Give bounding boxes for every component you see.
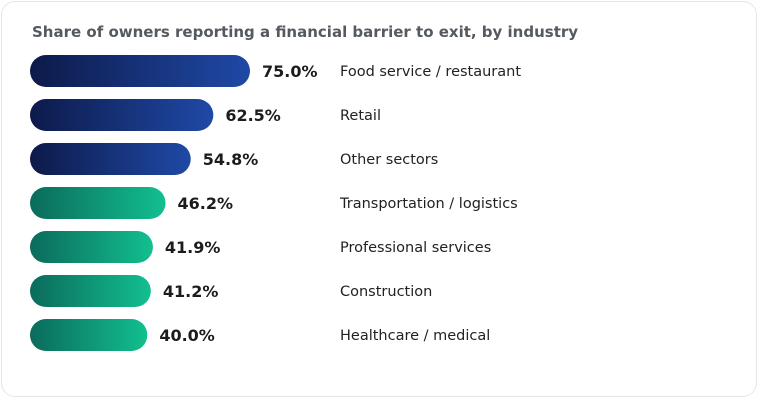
category-label: Transportation / logistics [339, 196, 518, 212]
bar-value-label: 46.2% [178, 194, 234, 213]
bar [30, 319, 148, 351]
chart-title: Share of owners reporting a financial ba… [32, 23, 579, 41]
category-label: Healthcare / medical [340, 328, 490, 344]
category-label: Retail [340, 108, 381, 124]
category-label: Professional services [340, 240, 491, 256]
category-label: Other sectors [340, 152, 438, 168]
bar-value-label: 75.0% [262, 62, 318, 81]
bar-value-label: 40.0% [159, 326, 215, 345]
bar-value-label: 54.8% [203, 150, 259, 169]
bar [30, 55, 250, 87]
category-label: Food service / restaurant [340, 64, 521, 80]
bar [30, 99, 214, 131]
bar-value-label: 62.5% [225, 106, 281, 125]
category-label: Construction [340, 284, 432, 300]
bar-value-label: 41.2% [163, 282, 219, 301]
bar [30, 143, 191, 175]
bar-value-label: 41.9% [165, 238, 221, 257]
bar [30, 275, 151, 307]
bar [30, 187, 166, 219]
bar [30, 231, 153, 263]
